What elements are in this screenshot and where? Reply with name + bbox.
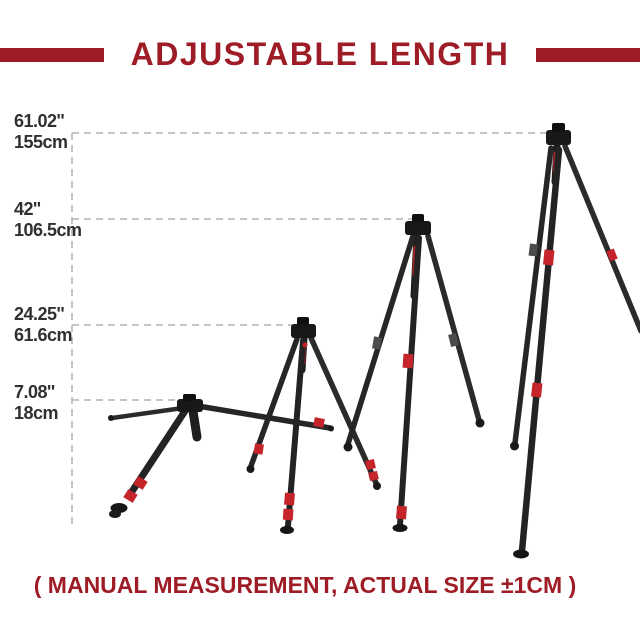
tripod-foot: [475, 418, 485, 428]
locking-knob: [302, 342, 308, 348]
tripod-hub: [546, 130, 571, 145]
tripod-head-mount: [183, 394, 196, 401]
measurement-label-18cm: 7.08'' 18cm: [14, 382, 94, 424]
measurement-cm: 155cm: [14, 132, 68, 152]
leg-lock-clamp: [368, 470, 379, 482]
measurement-label-61cm: 24.25'' 61.6cm: [14, 304, 94, 346]
measurement-guides: [71, 132, 548, 528]
measurement-inches: 24.25'': [14, 304, 65, 324]
center-column-grip: [188, 406, 202, 442]
tripod-head-mount: [297, 317, 309, 325]
tripod-foot: [343, 442, 353, 452]
tripod-foot: [510, 441, 519, 451]
tripod-leg: [109, 405, 186, 421]
tripod-foot: [108, 415, 114, 421]
leg-lock-clamp: [543, 249, 555, 266]
title-row: ADJUSTABLE LENGTH: [0, 0, 640, 90]
tripod-foot: [513, 549, 529, 559]
leg-lock-clamp: [402, 353, 414, 369]
tripod-foot: [109, 510, 121, 518]
tripod-leg: [195, 403, 333, 431]
tripod-foot: [392, 524, 408, 532]
tripod-hub: [291, 324, 316, 338]
leg-lock-clamp: [253, 443, 264, 455]
measurement-cm: 61.6cm: [14, 325, 73, 345]
tripod-leg: [425, 233, 482, 423]
tripod-foot: [328, 425, 334, 432]
measurement-inches: 42'': [14, 199, 41, 219]
page-title: ADJUSTABLE LENGTH: [130, 36, 510, 72]
tripod-leg: [518, 146, 563, 555]
tripod-foot: [373, 482, 381, 490]
tripod-hub: [405, 221, 431, 235]
measurement-inches: 7.08'': [14, 382, 55, 402]
title-bar-right: [536, 48, 640, 62]
tripod-foot: [280, 526, 294, 534]
leg-lock-clamp: [396, 505, 407, 520]
tripod-leg: [512, 145, 554, 446]
tripod-folded-flat: [108, 394, 334, 518]
leg-lock-clamp: [282, 508, 294, 521]
measurement-cm: 18cm: [14, 403, 59, 423]
caption: ( MANUAL MEASUREMENT, ACTUAL SIZE ±1CM ): [33, 572, 577, 598]
measurement-label-106cm: 42'' 106.5cm: [14, 199, 94, 241]
tripod-head-mount: [412, 214, 424, 222]
tripod-hub: [177, 399, 203, 412]
measurement-inches: 61.02'': [14, 111, 65, 131]
leg-lock-clamp: [531, 382, 543, 398]
leg-lock-clamp: [313, 417, 325, 428]
leg-section-joint: [528, 243, 538, 257]
tripod-mid-extension: [343, 214, 485, 532]
measurement-cm: 106.5cm: [14, 220, 82, 240]
measurement-label-155cm: 61.02'' 155cm: [14, 111, 94, 153]
tripod-foot: [246, 465, 255, 473]
tripod-low-extension: [246, 317, 381, 534]
leg-lock-clamp: [284, 492, 295, 506]
tripod-fully-extended: [510, 123, 640, 559]
title-bar-left: [0, 48, 104, 62]
tripod-leg: [397, 235, 422, 528]
tripod-leg: [308, 335, 379, 486]
leg-lock-clamp: [365, 459, 376, 470]
tripod-head-mount: [552, 123, 565, 132]
leg-section-joint: [372, 336, 382, 350]
leg-lock-clamp: [133, 476, 148, 490]
leg-lock-clamp: [606, 248, 618, 262]
leg-section-joint: [448, 333, 459, 347]
tripod-leg: [562, 143, 640, 334]
leg-lock-clamp: [123, 489, 138, 503]
